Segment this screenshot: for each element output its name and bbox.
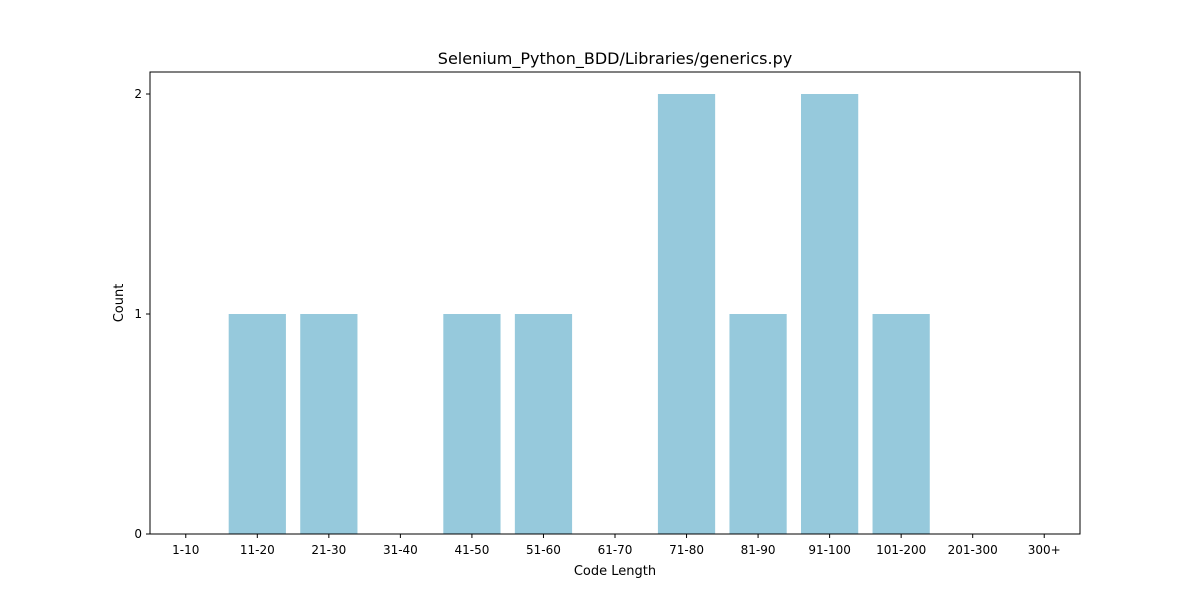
x-axis-label: Code Length <box>574 564 656 579</box>
x-tick-label: 31-40 <box>383 543 418 557</box>
y-axis-ticks: 0 1 2 <box>134 87 150 541</box>
bar-81-90 <box>729 314 787 534</box>
y-tick-label: 1 <box>134 307 142 321</box>
x-tick-label: 101-200 <box>876 543 926 557</box>
x-axis-ticks: 1-10 11-20 21-30 31-40 41-50 51-60 61-70 71-80 8… <box>172 534 1061 557</box>
y-axis-label: Count <box>112 284 127 323</box>
x-tick-label: 91-100 <box>808 543 851 557</box>
bar-41-50 <box>443 314 501 534</box>
x-tick-label: 71-80 <box>669 543 704 557</box>
x-tick-label: 11-20 <box>240 543 275 557</box>
bar-71-80 <box>657 94 716 534</box>
x-tick-label: 201-300 <box>948 543 998 557</box>
x-tick-label: 41-50 <box>454 543 489 557</box>
x-tick-label: 21-30 <box>311 543 346 557</box>
x-tick-label: 1-10 <box>172 543 199 557</box>
x-tick-label: 300+ <box>1028 543 1061 557</box>
bar-101-200 <box>872 314 930 534</box>
chart-title: Selenium_Python_BDD/Libraries/generics.p… <box>438 49 792 69</box>
bar-91-100 <box>801 94 859 534</box>
bars-layer <box>228 94 930 534</box>
y-tick-label: 0 <box>134 527 142 541</box>
x-tick-label: 51-60 <box>526 543 561 557</box>
bar-51-60 <box>514 314 573 534</box>
x-tick-label: 81-90 <box>741 543 776 557</box>
y-tick-label: 2 <box>134 87 142 101</box>
bar-11-20 <box>228 314 286 534</box>
bar-21-30 <box>300 314 358 534</box>
x-tick-label: 61-70 <box>598 543 633 557</box>
plot-frame <box>149 71 1081 535</box>
